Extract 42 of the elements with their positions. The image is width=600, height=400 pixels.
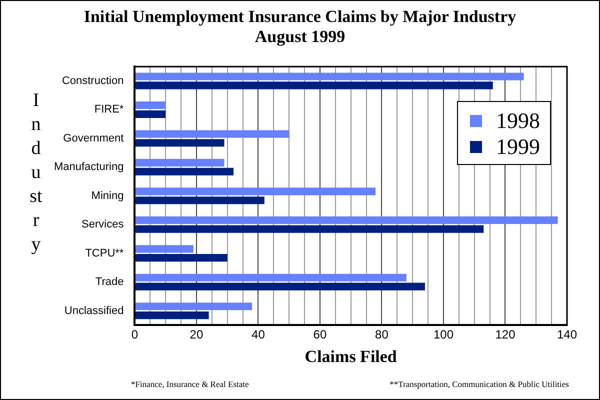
text: **Transportation, Communication & Public Utilities — [390, 379, 569, 389]
y-tick-label: Government — [63, 132, 124, 144]
bar — [135, 168, 234, 176]
x-tick-label: 100 — [433, 328, 454, 342]
bar — [135, 225, 484, 233]
bar — [135, 130, 290, 138]
y-tick-label: Trade — [95, 276, 124, 288]
x-axis-title: Claims Filed — [304, 347, 398, 366]
x-tick-label: 40 — [252, 328, 266, 342]
y-tick-label: Manufacturing — [54, 161, 124, 174]
bar — [135, 188, 376, 196]
bar — [135, 312, 209, 320]
y-tick-label: TCPU** — [85, 247, 124, 260]
chart-title: Initial Unemployment Insurance Claims by Major Industry August 1999 — [82, 7, 518, 47]
x-tick-label: 120 — [495, 328, 516, 342]
bar — [135, 158, 224, 166]
bar — [135, 274, 406, 282]
legend-label: 1999 — [496, 134, 540, 160]
bar — [135, 72, 524, 80]
y-tick-label: Unclassified — [64, 304, 124, 317]
y-tick-label: FIRE* — [94, 104, 124, 116]
bar — [135, 216, 558, 224]
bar — [135, 282, 425, 290]
y-tick-label: Services — [82, 218, 124, 231]
bar — [135, 254, 228, 262]
bar — [135, 101, 166, 110]
x-tick-label: 140 — [556, 328, 578, 342]
bar — [135, 139, 224, 147]
bar — [135, 245, 194, 253]
x-tick-label: 0 — [131, 328, 138, 342]
x-tick-label: 60 — [313, 328, 327, 342]
x-tick-label: 80 — [375, 328, 389, 342]
text: *Finance, Insurance & Real Estate — [131, 379, 249, 389]
y-axis-title: Industry — [29, 89, 43, 257]
bar — [135, 110, 166, 118]
bar — [135, 196, 264, 204]
y-tick-label: Mining — [91, 190, 124, 202]
y-tick-label: Construction — [62, 75, 124, 87]
bar — [135, 302, 252, 310]
x-tick-label: 20 — [190, 328, 204, 342]
bar — [135, 82, 493, 90]
legend-label: 1998 — [496, 108, 540, 134]
